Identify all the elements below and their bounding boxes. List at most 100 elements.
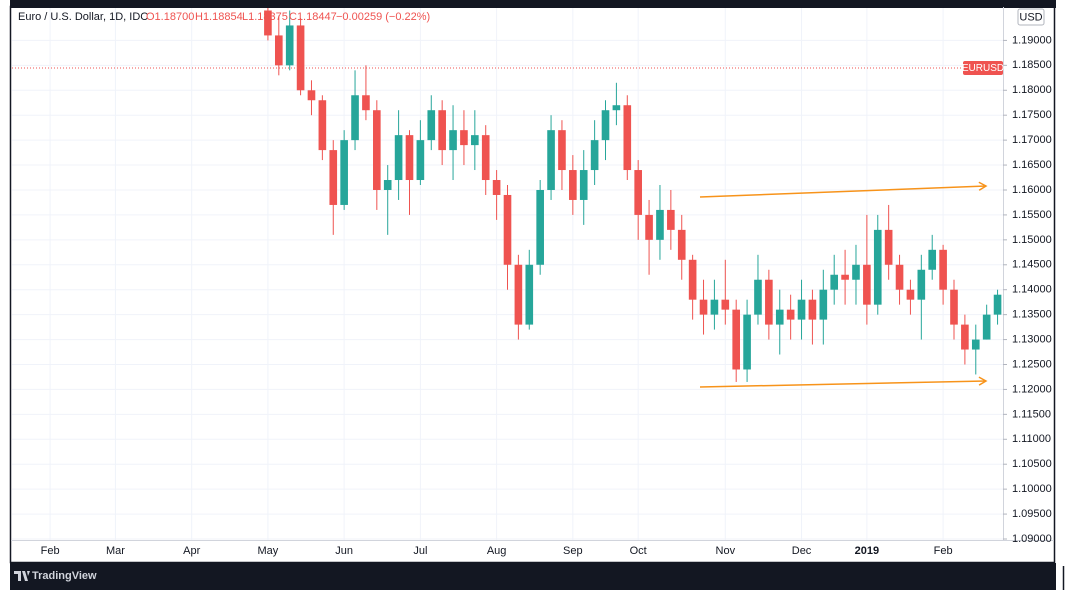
x-tick-label: Jun [335,545,353,557]
x-tick-label: Sep [563,545,583,557]
candle-body [699,299,708,315]
candle-body [460,130,468,146]
y-tick-label: 1.13500 [1012,309,1052,321]
candle-body [394,135,403,181]
open-text: O1.18700 [146,11,194,23]
candle-body [786,309,795,320]
x-tick-label: Aug [487,545,507,557]
x-tick-label: Feb [41,545,60,557]
candle-body [383,180,392,190]
y-tick-label: 1.19000 [1012,34,1052,46]
candle-body [416,140,425,181]
candle-body [296,25,305,91]
candle-body [427,110,436,141]
y-tick-label: 1.10000 [1012,483,1052,495]
y-tick-label: 1.16500 [1012,159,1052,171]
y-tick-label: 1.12000 [1012,383,1052,395]
candle-body [765,279,773,325]
candle-body [471,135,479,146]
candle-body [274,35,283,66]
candle-body [329,150,338,205]
candle-body [405,135,414,181]
y-tick-label: 1.17000 [1012,134,1052,146]
candle-body [351,95,359,141]
y-tick-label: 1.09000 [1012,533,1052,545]
candle-body [285,25,294,66]
candle-body [634,170,642,215]
frame [9,5,1056,564]
x-tick-label: 2019 [855,545,879,557]
close-text: C1.18447 [289,11,337,23]
candle-body [438,110,446,151]
brand-name: TradingView [32,570,97,582]
candle-body [449,130,457,151]
candle-body [373,110,381,190]
candle-body [481,135,490,181]
y-tick-label: 1.15000 [1012,234,1052,246]
currency-label: USD [1019,11,1042,23]
x-tick-label: Nov [716,545,736,557]
last-price-tag [963,60,1003,75]
candle-body [950,289,958,325]
candle-body [906,289,915,300]
candle-body [667,209,675,230]
candle-body [830,274,839,290]
y-tick-label: 1.10500 [1012,458,1052,470]
candle-body [721,299,730,310]
low-text: L1.18375 [242,11,288,23]
instrument-title: Euro / U.S. Dollar, 1D, IDC [18,11,148,23]
candle-body [645,214,653,240]
x-tick-label: Dec [792,545,812,557]
candle-body [895,264,904,290]
footer-bar [10,563,1056,590]
y-tick-label: 1.14000 [1012,284,1052,296]
candle-body [863,264,871,305]
candle-body [558,130,566,171]
high-text: H1.18854 [195,11,243,23]
candle-body [917,269,926,300]
y-tick-label: 1.15500 [1012,209,1052,221]
x-tick-label: Oct [630,545,647,557]
candle-body [623,105,632,171]
y-tick-label: 1.14500 [1012,259,1052,271]
candle-body [264,10,272,36]
symbol-label: EURUSD [962,63,1004,74]
candle-body [743,314,751,370]
overlay [699,181,988,388]
x-tick-label: Feb [934,545,953,557]
candle-body [993,294,1002,315]
currency-box [1017,8,1045,26]
candle-body [601,110,610,141]
candle-body [547,130,555,190]
x-tick-label: Mar [106,545,125,557]
candle-body [579,170,588,200]
y-tick-label: 1.09500 [1012,508,1052,520]
candle-body [710,299,719,315]
candle-body [775,309,784,325]
candle-body [340,140,348,205]
candle-body [536,189,544,265]
candle-body [525,264,534,325]
y-tick-label: 1.18500 [1012,59,1052,71]
candles [264,8,1002,382]
candle-body [884,229,893,265]
y-tick-label: 1.12500 [1012,358,1052,370]
candle-body [808,299,817,320]
candle-body [318,100,327,151]
x-tick-label: May [258,545,279,557]
candle-body [688,259,697,300]
candle-body [971,339,980,350]
candle-body [612,105,621,111]
candle-body [732,309,741,370]
top-strip [10,0,1056,8]
upper-channel-arrow [699,181,988,198]
candle-body [939,249,947,290]
y-tick-label: 1.11500 [1012,408,1051,420]
candle-body [797,299,806,320]
y-tick-label: 1.16000 [1012,184,1052,196]
candle-body [982,314,991,340]
brand-logo [14,571,30,581]
candle-body [819,289,828,320]
